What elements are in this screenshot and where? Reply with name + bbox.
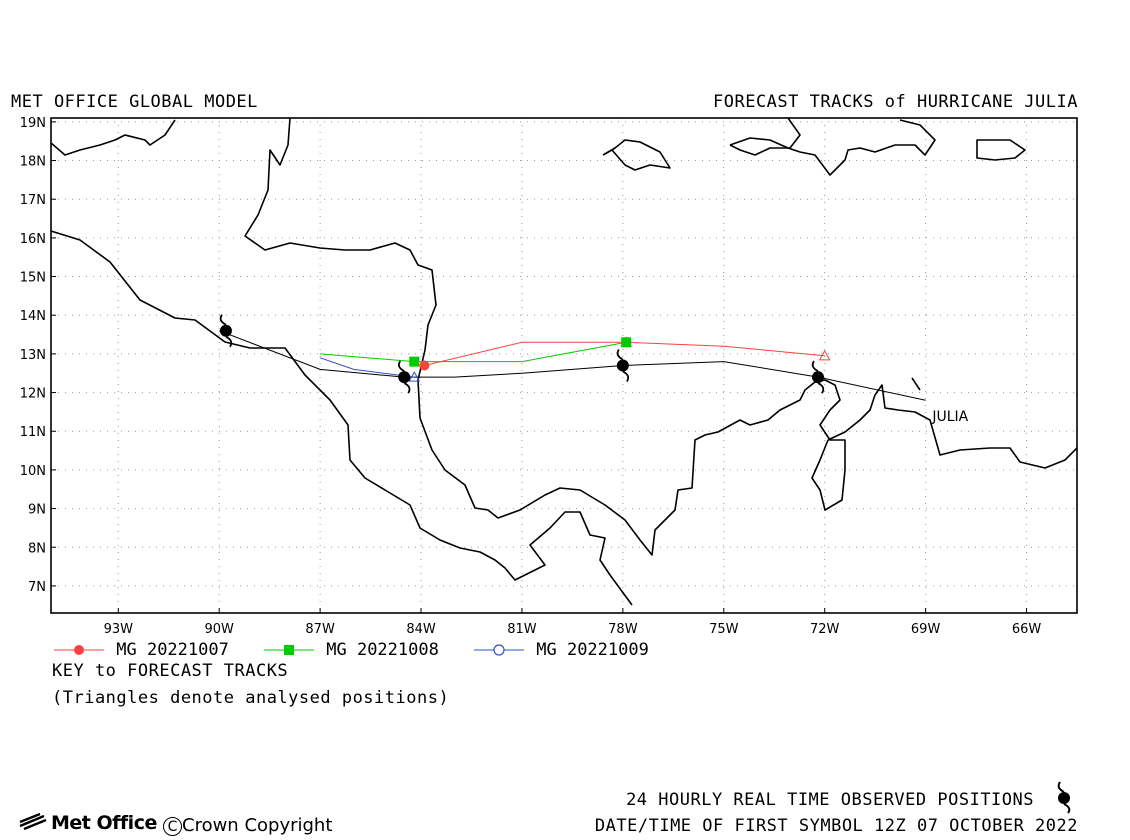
tracks-layer (219, 330, 926, 401)
legend-item-mg-20221008: MG 20221008 (262, 640, 439, 662)
observed-track-line (219, 330, 926, 401)
observed-positions-label: 24 HOURLY REAL TIME OBSERVED POSITIONS (626, 790, 1034, 810)
lat-tick-label: 16N (20, 232, 46, 247)
coastline-hispaniola-north (729, 118, 801, 156)
coastline-cuba-west (602, 139, 671, 171)
hurricane-arm (616, 349, 624, 361)
lat-tick-label: 19N (20, 116, 46, 131)
hurricane-arm (817, 382, 825, 394)
hurricane-arm (622, 370, 630, 382)
legend-key-title: KEY to FORECAST TRACKS (52, 661, 289, 681)
copyright-icon: C (163, 816, 182, 836)
lon-tick-label: 90W (204, 622, 234, 637)
coastline-hispaniola (729, 119, 936, 176)
coastline-yucatan (244, 118, 846, 556)
lon-tick-label: 66W (1012, 622, 1042, 637)
observed-positions (219, 314, 825, 394)
hurricane-eye (398, 371, 411, 384)
hurricane-eye (811, 371, 824, 384)
model-title: MET OFFICE GLOBAL MODEL (11, 92, 258, 112)
analysed-triangle (408, 371, 421, 382)
coastline-south-america (827, 384, 1077, 469)
met-office-logo-icon (18, 812, 48, 835)
legend-label: MG 20221007 (116, 640, 229, 660)
forecast-track-line (319, 357, 415, 378)
legend-key-note: (Triangles denote analysed positions) (52, 688, 450, 708)
plot-frame (50, 117, 1078, 614)
hurricane-eye (616, 359, 629, 372)
legend-item-mg-20221007: MG 20221007 (52, 640, 229, 662)
forecast-track-line (320, 341, 627, 363)
hurricane-symbol (398, 360, 411, 394)
legend-label: MG 20221009 (536, 640, 649, 660)
hurricane-arm (219, 314, 227, 326)
copyright-text: Crown Copyright (182, 815, 333, 836)
product-title: FORECAST TRACKS of HURRICANE JULIA (713, 92, 1078, 112)
hurricane-symbol (616, 349, 630, 382)
lat-tick-label: 10N (20, 464, 46, 479)
lat-tick-label: 11N (20, 425, 46, 440)
hurricane-arm (403, 382, 411, 394)
lat-tick-label: 7N (28, 580, 46, 595)
hurricane-symbol (811, 360, 825, 394)
lon-tick-label: 69W (911, 622, 941, 637)
met-office-logo: Met Office (18, 812, 157, 835)
coastline-pacific (51, 230, 633, 606)
forecast-marker (409, 356, 420, 367)
legend-marker-blue-circle (474, 644, 524, 656)
lat-tick-label: 17N (20, 193, 46, 208)
lon-tick-label: 87W (305, 622, 335, 637)
coastline-puerto-rico (976, 139, 1026, 161)
copyright-notice: C Crown Copyright (163, 815, 332, 836)
hurricane-symbol (219, 314, 233, 348)
coastlines (51, 118, 1077, 606)
lat-lon-grid (51, 118, 1077, 613)
longitude-tick-labels: 93W 90W 87W 84W 81W 78W 75W 72W 69W 66W (104, 622, 1042, 637)
legend-label: MG 20221008 (326, 640, 439, 660)
lon-tick-label: 75W (709, 622, 739, 637)
lat-tick-label: 12N (20, 387, 46, 402)
lon-tick-label: 78W (608, 622, 638, 637)
lon-tick-label: 84W (406, 622, 436, 637)
legend-marker-green-square (264, 645, 314, 655)
analysed-triangle (620, 336, 633, 347)
lat-tick-label: 15N (20, 271, 46, 286)
hurricane-arm (811, 360, 819, 372)
brand-name: Met Office (51, 812, 157, 834)
hurricane-arm (398, 360, 405, 372)
lat-tick-label: 9N (28, 503, 46, 518)
lat-tick-label: 8N (28, 541, 46, 556)
forecast-track-map: 19N 18N 17N 16N 15N 14N 13N 12N 11N 10N 9N 8N 7N 93W… (20, 116, 1078, 637)
lat-tick-label: 14N (20, 309, 46, 324)
lon-tick-label: 81W (507, 622, 537, 637)
coastline-gulf (51, 119, 176, 156)
storm-label: JULIA (931, 409, 968, 425)
lon-tick-label: 93W (104, 622, 134, 637)
legend-marker-red-circle (54, 645, 104, 655)
forecast-marker (621, 337, 632, 348)
first-symbol-datetime: DATE/TIME OF FIRST SYMBOL 12Z 07 OCTOBER… (594, 816, 1078, 836)
lat-tick-label: 18N (20, 155, 46, 170)
hurricane-arm (225, 335, 233, 348)
hurricane-symbol-icon (1057, 781, 1071, 814)
latitude-tick-labels: 19N 18N 17N 16N 15N 14N 13N 12N 11N 10N 9N 8N 7N (20, 116, 46, 595)
legend-item-mg-20221009: MG 20221009 (472, 640, 649, 662)
coastline-island (911, 377, 921, 391)
hurricane-eye (219, 324, 232, 337)
lon-tick-label: 72W (810, 622, 840, 637)
forecast-marker (419, 360, 430, 371)
analysed-triangle (818, 349, 831, 361)
lat-tick-label: 13N (20, 348, 46, 363)
